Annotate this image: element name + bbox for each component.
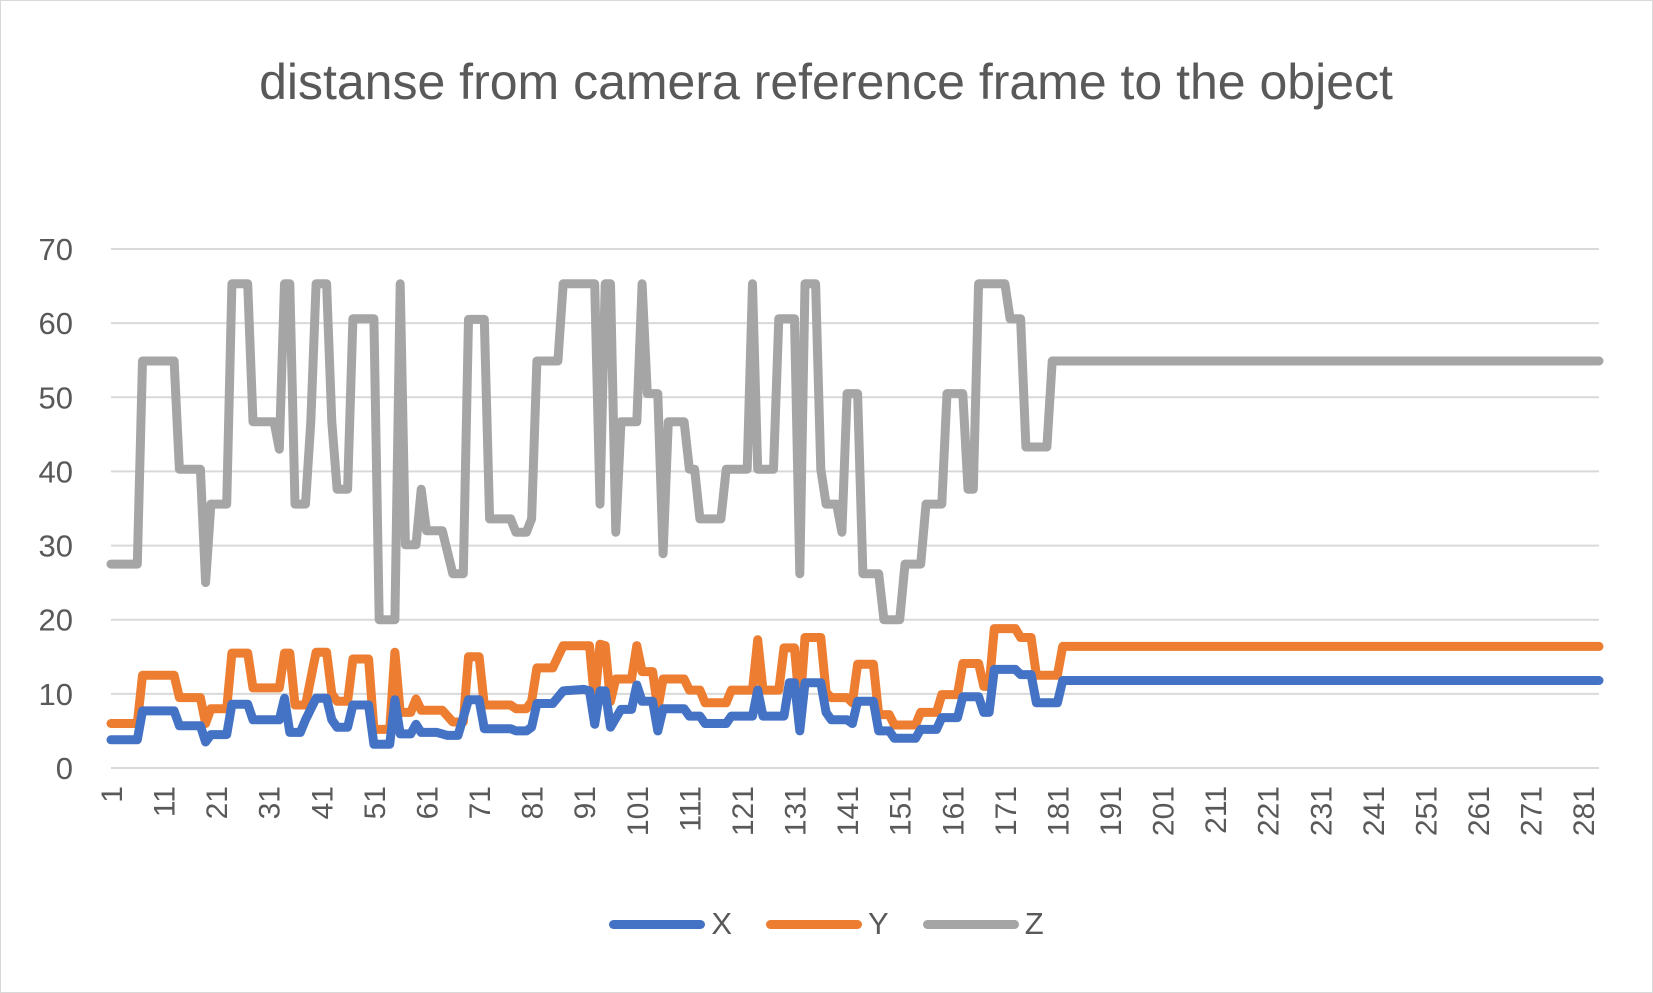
legend-label-x: X: [711, 906, 733, 941]
x-tick-label: 121: [727, 786, 760, 836]
legend-entry-x: X: [609, 906, 732, 942]
x-tick-label: 231: [1305, 786, 1338, 836]
x-tick-label: 141: [832, 786, 865, 836]
x-tick-label: 201: [1148, 786, 1181, 836]
x-tick-label: 251: [1410, 786, 1443, 836]
x-tick-label: 111: [674, 786, 707, 832]
x-tick-label: 241: [1358, 786, 1391, 836]
x-tick-label: 41: [306, 786, 339, 819]
chart-title: distanse from camera reference frame to …: [259, 54, 1393, 110]
x-tick-label: 31: [254, 786, 287, 819]
x-tick-label: 181: [1042, 786, 1075, 836]
x-tick-label: 131: [780, 786, 813, 836]
legend-label-y: Y: [868, 906, 889, 941]
series-line-x: [106, 664, 1604, 749]
y-tick-label: 60: [39, 306, 73, 341]
x-tick-label: 221: [1253, 786, 1286, 836]
x-tick-label: 81: [517, 786, 550, 819]
x-axis-tick-labels: 1 11 21 31 41 51 61 71 81 91 101 111 121 131 141 151 161…: [96, 786, 1601, 836]
series-line-z: [106, 279, 1604, 625]
legend-swatch-x: [609, 919, 706, 929]
x-tick-label: 11: [149, 786, 182, 817]
x-tick-label: 21: [201, 786, 234, 819]
x-tick-label: 261: [1463, 786, 1496, 836]
x-tick-label: 101: [622, 786, 655, 836]
x-tick-label: 171: [990, 786, 1023, 836]
x-tick-label: 1: [96, 786, 129, 803]
y-tick-label: 70: [39, 232, 73, 267]
y-axis-tick-labels: 0 10 20 30 40 50 60 70: [39, 232, 73, 786]
legend: X Y Z: [0, 902, 1653, 946]
legend-swatch-z: [922, 919, 1019, 929]
x-tick-label: 271: [1516, 786, 1549, 836]
legend-entry-y: Y: [766, 906, 889, 942]
data-series-lines: [106, 279, 1604, 749]
y-tick-label: 50: [39, 380, 73, 415]
legend-entry-z: Z: [922, 906, 1044, 942]
y-tick-label: 10: [39, 677, 73, 712]
x-tick-label: 51: [359, 786, 392, 819]
legend-label-z: Z: [1024, 906, 1044, 941]
y-tick-label: 40: [39, 454, 73, 489]
y-tick-label: 0: [56, 751, 73, 786]
x-tick-label: 61: [411, 786, 444, 819]
y-tick-label: 30: [39, 529, 73, 564]
x-tick-label: 191: [1095, 786, 1128, 836]
legend-swatch-y: [766, 919, 863, 929]
x-tick-label: 151: [885, 786, 918, 836]
x-tick-label: 71: [464, 786, 497, 819]
x-tick-label: 161: [937, 786, 970, 836]
x-tick-label: 211: [1200, 786, 1233, 834]
x-tick-label: 281: [1568, 786, 1601, 836]
y-tick-label: 20: [39, 603, 73, 638]
x-tick-label: 91: [569, 786, 602, 819]
